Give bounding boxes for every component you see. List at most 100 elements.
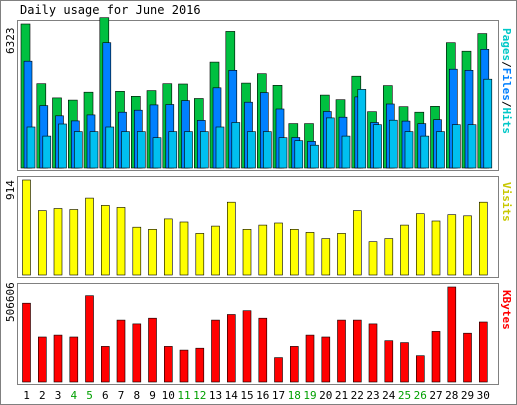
- bar-pages-day-26: [420, 135, 430, 169]
- bar-pages-day-18: [294, 140, 304, 169]
- bar-kbytes-day-12: [195, 347, 205, 383]
- bar-visits-day-24: [384, 238, 394, 276]
- kbytes-ymax-label: 506606: [4, 282, 17, 322]
- x-tick-label-day-14: 14: [225, 389, 239, 402]
- bar-kbytes-day-29: [463, 332, 472, 383]
- bar-kbytes-day-25: [400, 342, 409, 383]
- x-tick-label-day-12: 12: [193, 389, 206, 402]
- bar-kbytes-day-3: [53, 334, 63, 383]
- bar-visits-day-30: [478, 201, 488, 276]
- bar-pages-day-5: [89, 131, 99, 169]
- bar-visits-day-9: [148, 229, 157, 276]
- kbytes-panel-legend-part-0: KBytes: [500, 290, 513, 330]
- bar-kbytes-day-24: [384, 340, 394, 383]
- bar-kbytes-day-1: [22, 302, 31, 383]
- hits-panel-legend-part-4: Hits: [500, 108, 513, 135]
- x-tick-label-day-25: 25: [398, 389, 411, 402]
- x-tick-label-day-16: 16: [256, 389, 269, 402]
- bar-pages-day-22: [357, 89, 367, 169]
- bar-visits-day-13: [211, 225, 220, 276]
- bar-pages-day-8: [137, 131, 146, 169]
- bar-pages-day-24: [388, 119, 398, 169]
- bar-visits-day-20: [321, 238, 331, 276]
- bar-pages-day-13: [215, 126, 225, 169]
- bar-visits-day-1: [22, 179, 31, 276]
- bar-kbytes-day-17: [274, 357, 283, 383]
- bar-pages-day-9: [152, 137, 162, 169]
- bar-pages-day-21: [341, 135, 351, 169]
- visits-ymax-label: 914: [4, 180, 17, 200]
- bar-visits-day-21: [337, 233, 346, 276]
- hits-panel-legend-part-0: Pages: [500, 28, 513, 61]
- bar-pages-day-30: [483, 78, 493, 169]
- bar-kbytes-day-16: [258, 317, 268, 383]
- bar-visits-day-12: [195, 233, 205, 276]
- bar-pages-day-16: [262, 131, 272, 169]
- x-tick-label-day-26: 26: [414, 389, 427, 402]
- bar-visits-day-17: [274, 222, 283, 276]
- bar-kbytes-day-15: [242, 310, 252, 383]
- x-tick-label-day-17: 17: [272, 389, 285, 402]
- visits-panel-legend-part-0: Visits: [500, 182, 513, 222]
- kbytes-panel-legend: KBytes: [500, 290, 513, 330]
- bar-kbytes-day-20: [321, 336, 331, 383]
- bar-pages-day-2: [42, 135, 52, 169]
- x-tick-label-day-4: 4: [70, 389, 77, 402]
- bar-visits-day-14: [227, 201, 236, 276]
- visits-panel-legend: Visits: [500, 182, 513, 222]
- bar-kbytes-day-18: [289, 346, 299, 383]
- x-tick-label-day-1: 1: [23, 389, 30, 402]
- bar-visits-day-23: [368, 241, 378, 276]
- bar-kbytes-day-30: [478, 321, 488, 383]
- bar-kbytes-day-22: [352, 319, 362, 383]
- x-tick-label-day-24: 24: [382, 389, 396, 402]
- x-tick-label-day-15: 15: [240, 389, 253, 402]
- x-tick-label-day-20: 20: [319, 389, 332, 402]
- x-tick-label-day-18: 18: [288, 389, 301, 402]
- x-tick-label-day-8: 8: [133, 389, 140, 402]
- x-tick-label-day-19: 19: [303, 389, 316, 402]
- x-tick-label-day-23: 23: [366, 389, 379, 402]
- bar-pages-day-7: [121, 131, 130, 169]
- x-tick-label-day-22: 22: [351, 389, 364, 402]
- x-tick-label-day-29: 29: [461, 389, 474, 402]
- bar-kbytes-day-28: [447, 286, 457, 383]
- bar-kbytes-day-9: [148, 317, 157, 383]
- bar-visits-day-8: [132, 226, 142, 276]
- hits-panel-legend-part-3: /: [500, 101, 513, 108]
- bar-kbytes-day-27: [431, 331, 441, 383]
- bar-visits-day-15: [242, 229, 252, 276]
- x-tick-label-day-27: 27: [429, 389, 442, 402]
- bar-pages-day-14: [231, 122, 241, 169]
- x-tick-label-day-9: 9: [149, 389, 156, 402]
- bar-visits-day-29: [463, 215, 472, 276]
- bar-kbytes-day-14: [227, 314, 236, 383]
- bar-pages-day-4: [74, 131, 83, 169]
- bar-kbytes-day-11: [179, 349, 189, 383]
- bar-pages-day-25: [404, 131, 414, 169]
- bar-pages-day-27: [436, 131, 445, 169]
- bar-pages-day-12: [200, 131, 209, 169]
- bar-kbytes-day-23: [368, 323, 378, 383]
- x-tick-label-day-28: 28: [445, 389, 458, 402]
- bar-kbytes-day-10: [164, 346, 173, 383]
- bar-pages-day-6: [105, 126, 115, 169]
- x-tick-label-day-6: 6: [102, 389, 109, 402]
- bar-visits-day-5: [85, 197, 94, 276]
- bar-pages-day-15: [247, 131, 256, 169]
- bar-pages-day-29: [467, 124, 477, 169]
- bar-visits-day-18: [289, 229, 299, 276]
- hits-panel-legend-part-2: Files: [500, 68, 513, 101]
- bar-visits-day-16: [258, 224, 268, 276]
- bar-kbytes-day-5: [85, 295, 94, 383]
- bar-visits-day-28: [447, 214, 457, 276]
- bar-kbytes-day-13: [211, 319, 220, 383]
- bar-kbytes-day-2: [37, 336, 47, 383]
- hits-ymax-label: 6323: [4, 28, 17, 55]
- bar-pages-day-3: [58, 123, 67, 169]
- bar-visits-day-25: [400, 224, 409, 276]
- bar-pages-day-11: [184, 131, 193, 169]
- bar-visits-day-26: [415, 213, 425, 276]
- bar-pages-day-19: [310, 144, 319, 169]
